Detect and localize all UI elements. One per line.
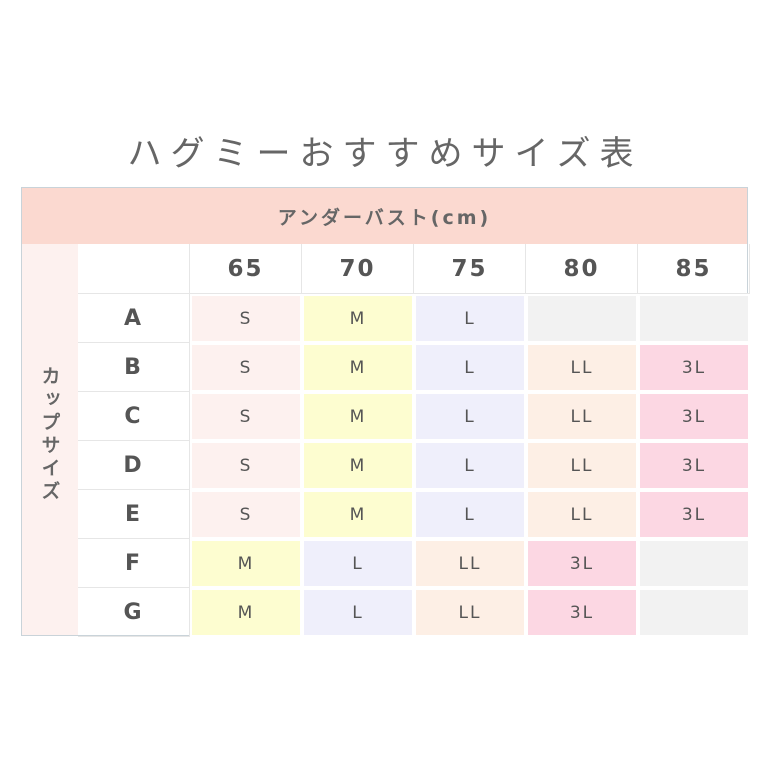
row-header: C [78, 392, 190, 441]
size-cell: M [302, 392, 414, 441]
row-header: D [78, 441, 190, 490]
column-header: 75 [414, 244, 526, 294]
row-header: E [78, 490, 190, 539]
size-cell [638, 294, 750, 343]
size-cell: M [190, 539, 302, 588]
column-header: 70 [302, 244, 414, 294]
row-header: G [78, 588, 190, 637]
size-cell: S [190, 490, 302, 539]
column-header: 80 [526, 244, 638, 294]
size-cell: L [302, 588, 414, 637]
size-cell: 3L [526, 588, 638, 637]
size-cell: M [190, 588, 302, 637]
size-cell: LL [526, 441, 638, 490]
page-title: ハグミーおすすめサイズ表 [127, 134, 643, 174]
size-cell: L [414, 343, 526, 392]
row-header: A [78, 294, 190, 343]
size-cell: LL [414, 588, 526, 637]
size-cell: L [414, 490, 526, 539]
row-header: F [78, 539, 190, 588]
corner-cell [78, 244, 190, 294]
size-cell: S [190, 441, 302, 490]
row-header: B [78, 343, 190, 392]
size-cell: 3L [638, 343, 750, 392]
underbust-header: アンダーバスト(cm) [22, 188, 747, 244]
size-cell: LL [526, 490, 638, 539]
size-cell: M [302, 490, 414, 539]
size-cell: LL [526, 343, 638, 392]
size-cell: L [414, 294, 526, 343]
size-cell: L [302, 539, 414, 588]
size-cell: L [414, 441, 526, 490]
size-cell: M [302, 343, 414, 392]
column-header: 65 [190, 244, 302, 294]
size-cell: 3L [638, 441, 750, 490]
size-cell: M [302, 294, 414, 343]
size-cell: S [190, 294, 302, 343]
size-cell: 3L [638, 392, 750, 441]
size-grid: 65 70 75 80 85 A S M L B S M L LL 3L C S M L LL 3L D S M L LL 3L E S… [78, 244, 750, 637]
size-cell: L [414, 392, 526, 441]
cup-size-label: カップサイズ [38, 365, 61, 504]
cup-size-header: カップサイズ [22, 244, 78, 635]
size-cell [638, 539, 750, 588]
size-cell: M [302, 441, 414, 490]
size-cell [526, 294, 638, 343]
size-cell: 3L [526, 539, 638, 588]
size-cell: LL [526, 392, 638, 441]
size-cell [638, 588, 750, 637]
column-header: 85 [638, 244, 750, 294]
size-cell: S [190, 343, 302, 392]
size-cell: 3L [638, 490, 750, 539]
size-cell: LL [414, 539, 526, 588]
size-table: アンダーバスト(cm) カップサイズ 65 70 75 80 85 A S M L B S M L LL 3… [21, 187, 750, 637]
size-cell: S [190, 392, 302, 441]
